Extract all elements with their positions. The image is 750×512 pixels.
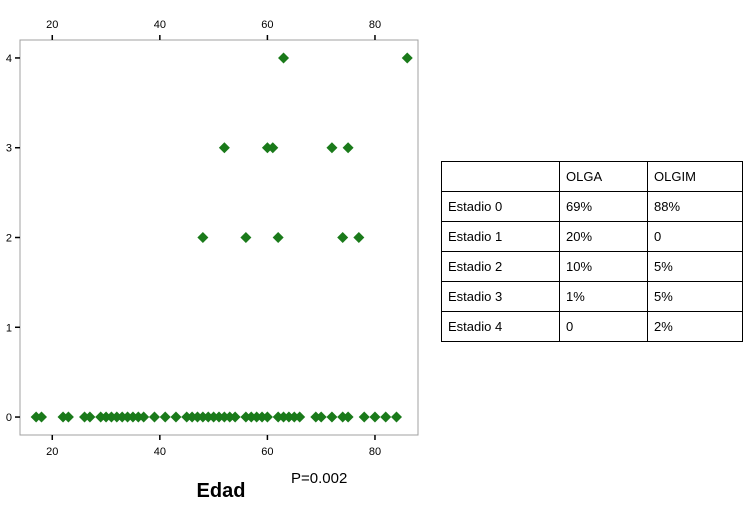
data-point <box>84 411 96 423</box>
table-cell: Estadio 0 <box>441 191 560 222</box>
table-cell: 5% <box>647 281 743 312</box>
x-tick-label: 60 <box>261 446 273 458</box>
table-header-cell: OLGIM <box>647 161 743 192</box>
data-point <box>218 142 230 154</box>
table-cell: 5% <box>647 251 743 282</box>
data-point <box>358 411 370 423</box>
table-cell: 10% <box>559 251 648 282</box>
x-top-tick-label: 40 <box>154 19 166 31</box>
data-point <box>315 411 327 423</box>
data-point <box>278 52 290 64</box>
table-cell: 0 <box>647 221 743 252</box>
table-row: Estadio 2 10% 5% <box>441 251 743 282</box>
data-point <box>326 142 338 154</box>
table-header-cell <box>441 161 560 192</box>
data-points <box>30 52 413 423</box>
data-point <box>294 411 306 423</box>
data-point <box>342 411 354 423</box>
data-point <box>159 411 171 423</box>
data-point <box>369 411 381 423</box>
data-point <box>36 411 48 423</box>
table-header-cell: OLGA <box>559 161 648 192</box>
data-point <box>229 411 241 423</box>
x-tick-label: 80 <box>369 446 381 458</box>
data-point <box>170 411 182 423</box>
x-top-tick-label: 20 <box>46 19 58 31</box>
stats-table: OLGA OLGIM Estadio 0 69% 88% Estadio 1 2… <box>441 161 743 342</box>
table-cell: 88% <box>647 191 743 222</box>
data-point <box>353 232 365 243</box>
data-point <box>197 232 209 243</box>
table-header-row: OLGA OLGIM <box>441 161 743 192</box>
data-point <box>148 411 160 423</box>
table-row: Estadio 1 20% 0 <box>441 221 743 252</box>
y-tick-label: 0 <box>6 412 12 424</box>
table-cell: Estadio 3 <box>441 281 560 312</box>
data-point <box>342 142 354 154</box>
y-tick-label: 2 <box>6 233 12 245</box>
x-tick-label: 40 <box>154 446 166 458</box>
table-cell: Estadio 1 <box>441 221 560 252</box>
table-cell: Estadio 2 <box>441 251 560 282</box>
x-tick-label: 20 <box>46 446 58 458</box>
data-point <box>401 52 413 64</box>
x-top-tick-label: 80 <box>369 19 381 31</box>
table-cell: Estadio 4 <box>441 311 560 342</box>
data-point <box>326 411 338 423</box>
data-point <box>272 232 284 243</box>
y-tick-label: 4 <box>6 53 12 65</box>
y-axis: 0 1 2 3 4 <box>6 53 20 424</box>
table-cell: 69% <box>559 191 648 222</box>
scatter-plot: 20 40 60 80 20 40 60 80 0 1 2 3 4 Edad P=0.002 <box>6 19 419 502</box>
table-row: Estadio 0 69% 88% <box>441 191 743 222</box>
y-tick-label: 1 <box>6 322 12 334</box>
plot-area <box>19 39 419 436</box>
data-point <box>337 232 349 243</box>
data-point <box>138 411 150 423</box>
table-cell: 1% <box>559 281 648 312</box>
p-value-annotation: P=0.002 <box>291 470 347 487</box>
table-cell: 2% <box>647 311 743 342</box>
data-point <box>62 411 74 423</box>
table-row: Estadio 4 0 2% <box>441 311 743 342</box>
x-axis-bottom: 20 40 60 80 <box>46 435 381 458</box>
table-cell: 20% <box>559 221 648 252</box>
table-cell: 0 <box>559 311 648 342</box>
x-axis-label: Edad <box>197 480 246 502</box>
data-point <box>261 411 273 423</box>
table-row: Estadio 3 1% 5% <box>441 281 743 312</box>
data-point <box>240 232 252 243</box>
data-point <box>267 142 279 154</box>
x-axis-top: 20 40 60 80 <box>46 19 381 40</box>
data-point <box>390 411 402 423</box>
data-point <box>380 411 392 423</box>
y-tick-label: 3 <box>6 143 12 155</box>
x-top-tick-label: 60 <box>261 19 273 31</box>
